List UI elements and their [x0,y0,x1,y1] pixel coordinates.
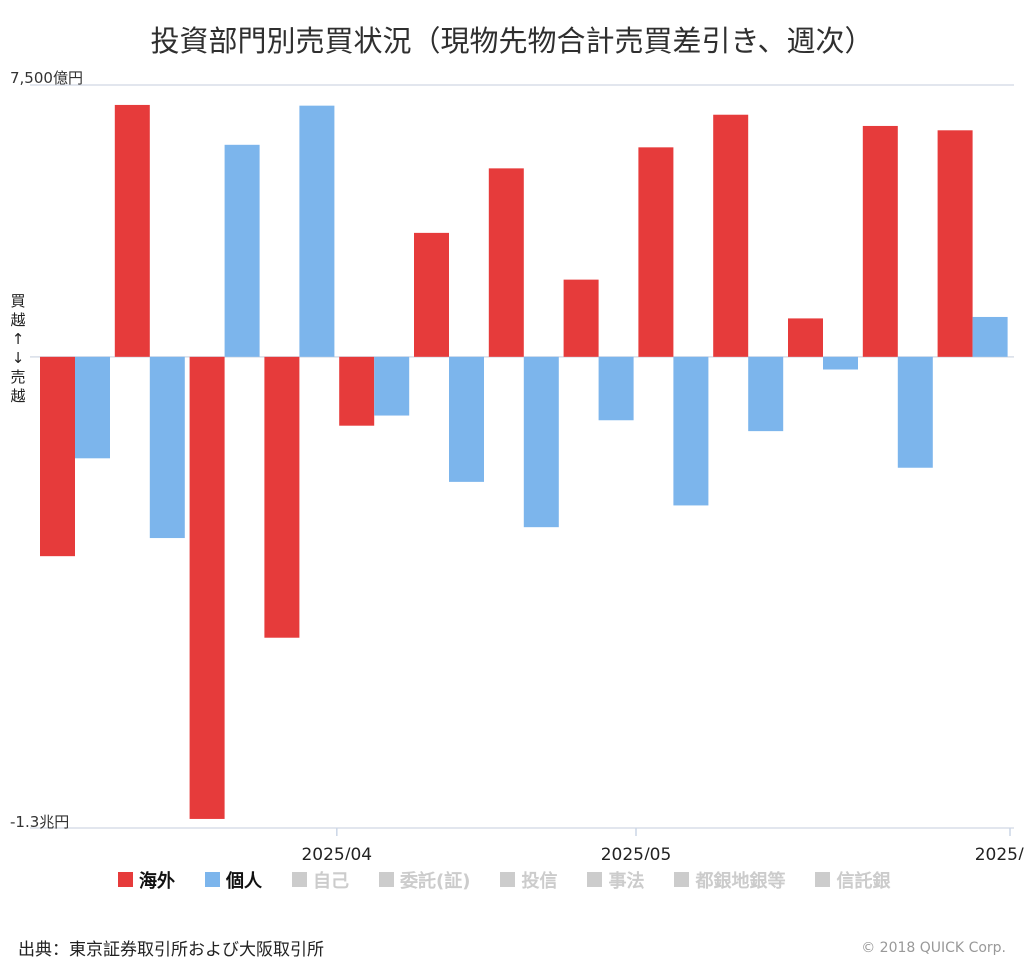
legend-item[interactable]: 海外 [118,864,175,895]
legend-swatch [292,872,307,887]
bar-overseas [563,279,599,357]
bar-overseas [40,356,75,557]
bar-overseas [339,356,375,426]
bar-overseas [114,104,150,357]
legend-label: 投信 [521,870,558,892]
legend-label: 事法 [608,870,645,892]
legend-label: 海外 [139,870,175,892]
legend-item[interactable]: 自己 [292,864,349,895]
bar-individual [224,144,260,357]
legend-item[interactable]: 信託銀 [815,864,890,895]
bar-overseas [189,356,225,819]
bar-overseas [788,318,823,357]
bar-individual [598,356,634,421]
x-tick-label: 2025/06 [975,845,1024,860]
y-tick-label: 7,500億円 [10,69,83,87]
bar-overseas [264,356,300,638]
y-tick-label: -1.3兆円 [10,813,69,831]
legend-swatch [500,872,516,887]
source-note: 出典：東京証券取引所および大阪取引所 [18,940,324,960]
bar-overseas [638,147,674,357]
bar-overseas [937,130,973,357]
legend-item[interactable]: 都銀地銀等 [674,864,785,895]
side-label-char: 買 [10,292,26,310]
legend-swatch [118,872,133,887]
side-label-char: ↑ [11,330,25,348]
legend-item[interactable]: 投信 [500,864,557,895]
bar-individual [449,356,484,482]
side-label-char: 売 [10,368,26,386]
legend-swatch [379,872,394,887]
bar-overseas [414,232,449,357]
legend-item[interactable]: 個人 [205,864,262,895]
bar-individual [673,356,709,506]
bar-overseas [862,125,898,357]
bar-individual [149,356,185,539]
side-label-char: 越 [10,311,26,329]
x-tick-label: 2025/04 [301,845,372,860]
legend-label: 都銀地銀等 [695,870,786,892]
legend: 海外 個人 自己 委託(証) 投信 事法 都銀地銀等 信託銀 [118,864,978,895]
copyright-note: © 2018 QUICK Corp. [861,940,1006,956]
legend-swatch [674,872,690,887]
x-tick-label: 2025/05 [601,845,672,860]
side-label-char: ↓ [11,349,25,367]
bar-individual [75,356,110,459]
bar-individual [897,356,933,468]
bar-individual [748,356,784,432]
bar-individual [523,356,559,528]
bar-individual [972,316,1008,357]
legend-label: 自己 [313,870,349,892]
bar-individual [299,105,335,357]
bar-chart: 7,500億円 -1.3兆円 2025/04 2025/05 2025/06 [10,69,1024,860]
legend-swatch [205,872,220,887]
bar-individual [374,356,410,416]
bar-individual [823,356,858,370]
legend-item[interactable]: 委託(証) [379,864,470,895]
bar-overseas [488,168,524,357]
legend-label: 個人 [226,870,262,892]
legend-swatch [815,872,831,887]
y-axis-side-label: 買越 ↑ ↓ 売越 [8,292,28,406]
legend-label: 信託銀 [836,870,891,892]
chart-title: 投資部門別売買状況（現物先物合計売買差引き、週次） [150,24,874,58]
side-label-char: 越 [10,387,26,405]
legend-label: 委託(証) [400,870,471,892]
bar-overseas [713,114,749,357]
legend-swatch [587,872,603,887]
legend-item[interactable]: 事法 [587,864,644,895]
